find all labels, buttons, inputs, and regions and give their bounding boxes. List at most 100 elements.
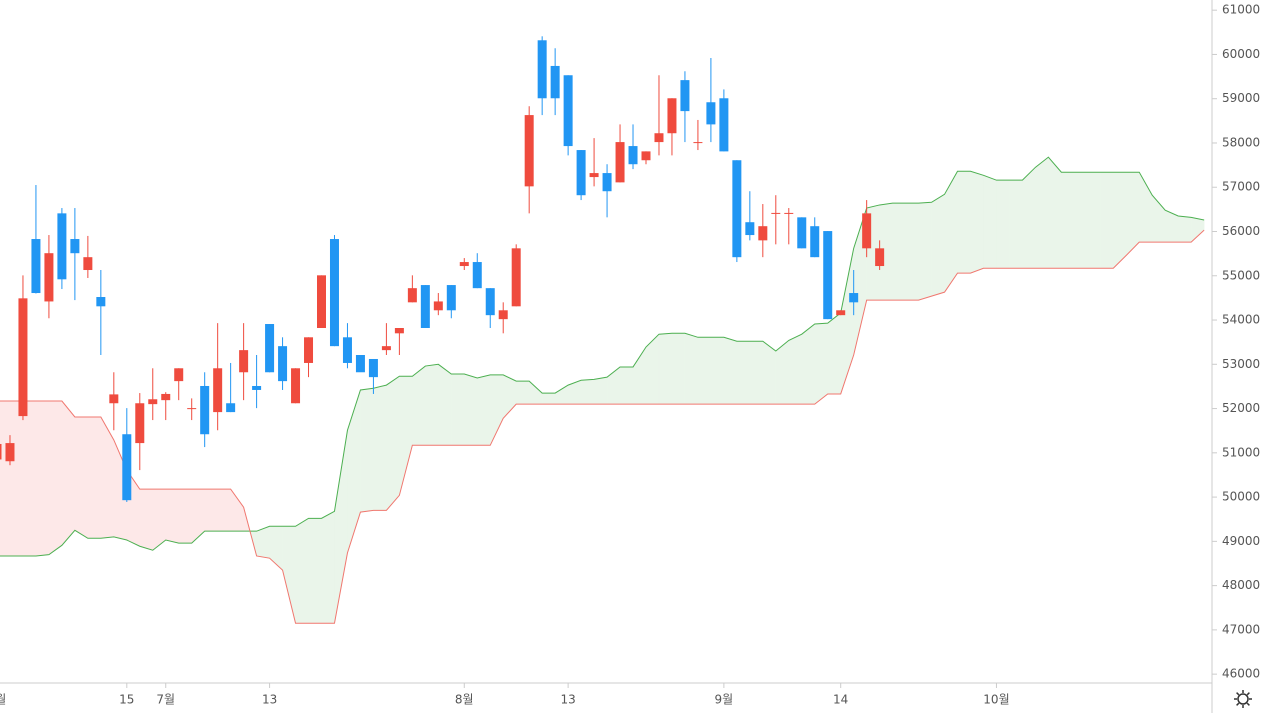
cloud-fill bbox=[580, 379, 595, 405]
candle-body bbox=[758, 226, 768, 241]
candle-body bbox=[213, 368, 223, 413]
candle-body bbox=[420, 285, 430, 328]
cloud-fill bbox=[438, 363, 452, 446]
x-tick-label: 15 bbox=[119, 693, 134, 707]
candle-body bbox=[226, 403, 236, 413]
cloud-fill bbox=[399, 375, 413, 496]
cloud-fill bbox=[230, 488, 244, 532]
candle-body bbox=[589, 173, 599, 178]
cloud-fill bbox=[1126, 171, 1140, 257]
candle-body bbox=[628, 146, 638, 165]
candle-body bbox=[576, 150, 586, 196]
x-tick-label: 13 bbox=[560, 693, 575, 707]
cloud-fill bbox=[35, 400, 50, 557]
candle-body bbox=[797, 217, 807, 249]
y-tick-label: 59000 bbox=[1222, 91, 1260, 105]
candle-body bbox=[836, 310, 846, 316]
cloud-fill bbox=[788, 333, 803, 405]
candle-body bbox=[615, 142, 625, 183]
candle-body bbox=[239, 350, 249, 373]
cloud-fill bbox=[295, 517, 309, 624]
cloud-fill bbox=[412, 365, 426, 446]
candle-body bbox=[719, 98, 729, 152]
candle-body bbox=[342, 337, 352, 363]
candle-body bbox=[771, 212, 781, 214]
cloud-fill bbox=[217, 488, 231, 532]
x-tick-label: 10월 bbox=[983, 693, 1009, 707]
cloud-fill bbox=[1190, 217, 1205, 243]
cloud-fill bbox=[814, 322, 828, 405]
candle-body bbox=[291, 368, 301, 404]
candle-body bbox=[187, 408, 197, 410]
cloud-fill bbox=[87, 416, 102, 539]
candle-body bbox=[407, 288, 417, 303]
cloud-fill bbox=[996, 179, 1010, 269]
cloud-fill bbox=[0, 400, 11, 557]
cloud-fill bbox=[593, 376, 608, 405]
cloud-fill bbox=[477, 374, 491, 446]
cloud-fill bbox=[1100, 171, 1114, 269]
candle-body bbox=[252, 385, 262, 390]
y-tick-label: 48000 bbox=[1222, 578, 1260, 592]
cloud-fill bbox=[139, 488, 154, 551]
cloud-fill bbox=[918, 202, 932, 301]
candle-body bbox=[161, 393, 171, 401]
cloud-fill bbox=[373, 384, 387, 511]
cloud-fill bbox=[1074, 171, 1088, 269]
cloud-fill bbox=[1048, 156, 1062, 269]
cloud-fill bbox=[697, 337, 712, 405]
settings-icon[interactable] bbox=[1234, 690, 1252, 708]
candles bbox=[0, 36, 885, 502]
cloud-fill bbox=[528, 380, 543, 405]
candle-body bbox=[329, 239, 339, 347]
candle-body bbox=[278, 346, 288, 382]
candle-body bbox=[96, 297, 106, 307]
gear-ring bbox=[1237, 693, 1249, 705]
candle-body bbox=[57, 213, 67, 280]
x-tick-label: 8월 bbox=[455, 693, 474, 707]
candle-body bbox=[823, 231, 833, 320]
y-tick-label: 54000 bbox=[1222, 313, 1260, 327]
candle-body bbox=[381, 346, 391, 351]
cloud-fill bbox=[515, 380, 530, 405]
gear-teeth bbox=[1234, 690, 1252, 708]
cloud-fill bbox=[1087, 171, 1101, 269]
cloud-fill bbox=[619, 366, 634, 405]
cloud-fill bbox=[983, 174, 997, 269]
cloud-fill bbox=[554, 384, 569, 405]
candle-body bbox=[0, 443, 2, 460]
cloud-fill bbox=[100, 416, 115, 539]
x-tick-label: 13 bbox=[262, 693, 277, 707]
cloud-span-a-line bbox=[0, 156, 1205, 557]
cloud-fill bbox=[360, 387, 374, 513]
candle-body bbox=[680, 80, 690, 112]
candle-body bbox=[109, 394, 119, 404]
candle-body bbox=[563, 75, 573, 147]
cloud-fill bbox=[1035, 156, 1049, 269]
candle-body bbox=[641, 151, 651, 161]
candle-body bbox=[355, 355, 365, 373]
cloud-fill bbox=[204, 488, 218, 532]
cloud-fill bbox=[944, 170, 958, 293]
candle-body bbox=[70, 239, 80, 254]
candle-body bbox=[44, 253, 54, 302]
candle-body bbox=[537, 40, 547, 99]
y-tick-label: 50000 bbox=[1222, 490, 1260, 504]
y-tick-label: 53000 bbox=[1222, 357, 1260, 371]
candle-body bbox=[498, 310, 508, 320]
cloud-fill bbox=[308, 518, 322, 624]
candle-body bbox=[83, 257, 93, 271]
candle-body bbox=[459, 262, 469, 267]
cloud-fill bbox=[1009, 179, 1023, 269]
candle-body bbox=[849, 293, 859, 303]
candle-body bbox=[122, 434, 132, 501]
candle-body bbox=[472, 262, 482, 289]
candle-body bbox=[784, 212, 794, 214]
cloud-fill bbox=[178, 488, 192, 544]
cloud-fill bbox=[451, 373, 465, 446]
y-tick-label: 58000 bbox=[1222, 135, 1260, 149]
candle-body bbox=[667, 98, 677, 134]
x-tick-label: 14 bbox=[833, 693, 848, 707]
